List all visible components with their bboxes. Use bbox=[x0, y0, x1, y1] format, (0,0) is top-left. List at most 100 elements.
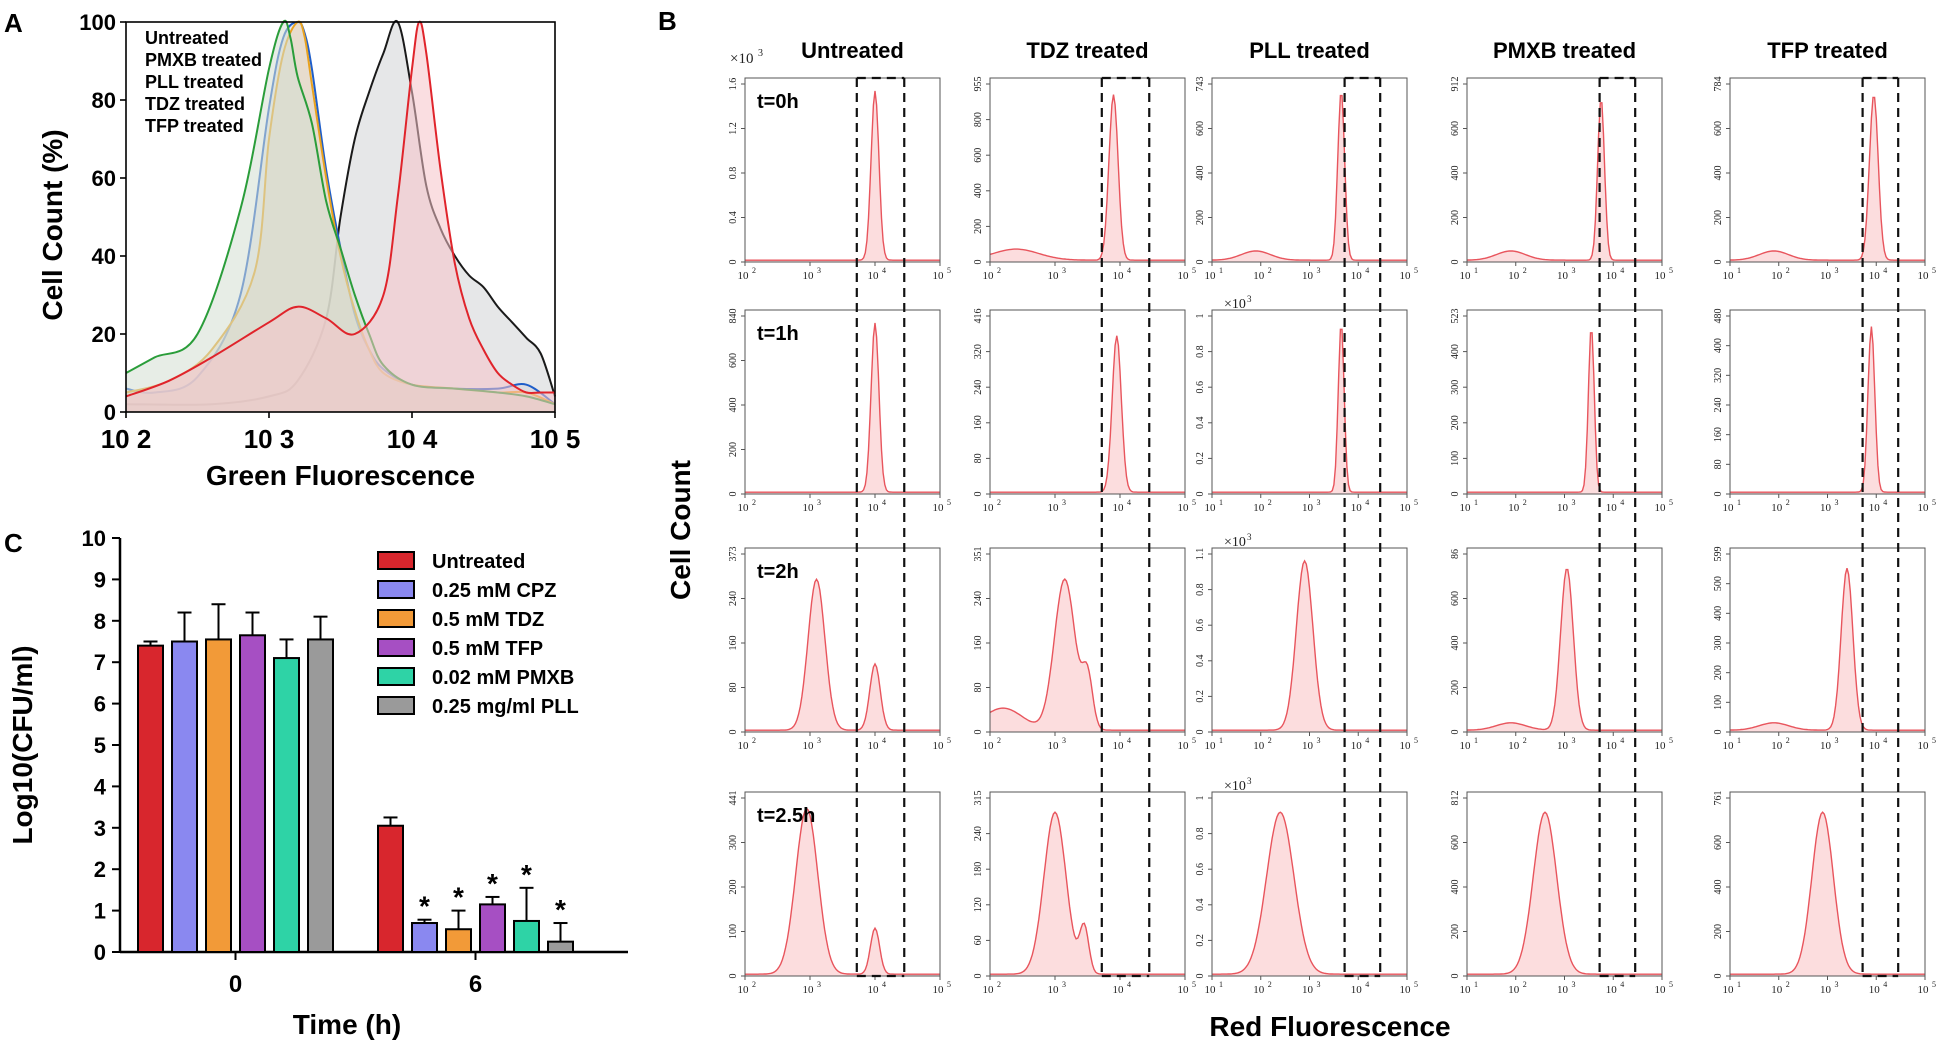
y-tick-label-b: 0.4 bbox=[1195, 899, 1206, 912]
y-tick-label-b: 441 bbox=[728, 791, 739, 806]
x-tick-exp-b: 2 bbox=[1523, 980, 1527, 989]
x-tick-label-b: 10 bbox=[868, 270, 880, 282]
histogram-line-b bbox=[745, 322, 940, 493]
y-tick-label-b: 0 bbox=[1195, 260, 1206, 265]
x-tick-label-a: 10 5 bbox=[530, 424, 581, 454]
scale-label-b: ×10 bbox=[1224, 297, 1246, 312]
x-tick-label-b: 10 bbox=[868, 984, 880, 996]
plot-frame-b bbox=[1729, 547, 1926, 733]
x-tick-label-b: 10 bbox=[933, 502, 945, 514]
x-tick-exp-b: 5 bbox=[1932, 266, 1936, 275]
x-tick-exp-b: 2 bbox=[997, 266, 1001, 275]
x-tick-exp-b: 3 bbox=[1062, 736, 1066, 745]
x-tick-exp-b: 2 bbox=[1523, 736, 1527, 745]
x-tick-label-b: 10 bbox=[1400, 984, 1412, 996]
x-tick-exp-b: 2 bbox=[1268, 736, 1272, 745]
legend-swatch-c bbox=[377, 638, 415, 657]
plot-frame-b bbox=[1211, 791, 1408, 977]
x-axis-title-b: Red Fluorescence bbox=[1209, 1011, 1450, 1042]
x-tick-exp-b: 3 bbox=[817, 736, 821, 745]
y-tick-label-b: 0 bbox=[728, 974, 739, 979]
y-axis-title-b: Cell Count bbox=[665, 460, 696, 600]
x-tick-exp-b: 3 bbox=[1317, 266, 1321, 275]
y-axis-title-a: Cell Count (%) bbox=[37, 129, 68, 320]
histogram-fill-b bbox=[1730, 326, 1925, 494]
y-tick-label-c: 6 bbox=[94, 692, 106, 717]
significance-star-c: * bbox=[419, 891, 430, 922]
x-tick-label-b: 10 bbox=[1178, 984, 1190, 996]
x-tick-exp-b: 3 bbox=[1572, 266, 1576, 275]
y-tick-label-b: 400 bbox=[1450, 880, 1461, 895]
x-tick-label-b: 10 bbox=[1460, 502, 1472, 514]
x-tick-exp-b: 5 bbox=[1669, 736, 1673, 745]
y-tick-label-b: 600 bbox=[1450, 835, 1461, 850]
x-tick-exp-b: 4 bbox=[882, 736, 886, 745]
timepoint-label-b: t=2h bbox=[757, 561, 799, 583]
legend-swatch-c bbox=[377, 696, 415, 715]
legend-label-c: 0.02 mM PMXB bbox=[432, 667, 574, 689]
x-tick-label-b: 10 bbox=[1400, 740, 1412, 752]
histogram-fill-b bbox=[745, 322, 940, 494]
x-tick-exp-b: 3 bbox=[1317, 980, 1321, 989]
x-tick-label-b: 10 bbox=[1048, 984, 1060, 996]
histogram-fill-b bbox=[1212, 560, 1407, 732]
x-tick-label-b: 10 bbox=[1869, 502, 1881, 514]
histogram-line-b bbox=[1730, 811, 1925, 975]
x-tick-exp-b: 1 bbox=[1737, 736, 1741, 745]
y-tick-label-b: 200 bbox=[1713, 665, 1724, 680]
x-tick-label-b: 10 bbox=[983, 502, 995, 514]
plot-frame-b bbox=[1729, 77, 1926, 263]
y-tick-label-a: 100 bbox=[79, 10, 116, 35]
x-tick-label-b: 10 bbox=[738, 984, 750, 996]
bar-c bbox=[513, 919, 540, 954]
x-tick-label-c: 6 bbox=[469, 971, 482, 998]
x-tick-label-a: 10 3 bbox=[244, 424, 295, 454]
y-tick-label-b: 400 bbox=[1450, 344, 1461, 359]
x-tick-exp-b: 4 bbox=[1883, 266, 1887, 275]
column-title-b: TFP treated bbox=[1767, 38, 1888, 63]
x-tick-label-b: 10 bbox=[933, 984, 945, 996]
x-tick-label-b: 10 bbox=[1820, 740, 1832, 752]
x-tick-label-b: 10 bbox=[1508, 502, 1520, 514]
y-tick-label-b: 373 bbox=[728, 547, 739, 562]
x-tick-exp-b: 5 bbox=[947, 736, 951, 745]
plot-frame-b bbox=[989, 547, 1186, 733]
x-tick-label-b: 10 bbox=[1557, 502, 1569, 514]
y-tick-label-c: 10 bbox=[82, 526, 106, 551]
histogram-line-b bbox=[1466, 568, 1662, 731]
x-tick-exp-b: 3 bbox=[1835, 980, 1839, 989]
y-tick-label-b: 812 bbox=[1450, 791, 1461, 806]
x-tick-exp-b: 2 bbox=[1786, 498, 1790, 507]
y-tick-label-b: 0.6 bbox=[1195, 863, 1206, 876]
column-title-b: PMXB treated bbox=[1493, 38, 1636, 63]
y-tick-label-b: 600 bbox=[973, 148, 984, 163]
x-tick-exp-b: 4 bbox=[1365, 980, 1369, 989]
legend-swatch-c bbox=[377, 667, 415, 686]
y-tick-label-a: 20 bbox=[92, 322, 116, 347]
y-tick-label-b: 840 bbox=[728, 309, 739, 324]
y-tick-label-b: 200 bbox=[728, 880, 739, 895]
y-tick-label-b: 315 bbox=[973, 791, 984, 806]
x-tick-exp-b: 1 bbox=[1474, 736, 1478, 745]
x-tick-label-b: 10 bbox=[1771, 740, 1783, 752]
x-tick-label-b: 10 bbox=[1351, 270, 1363, 282]
legend-label-c: 0.25 mM CPZ bbox=[432, 580, 556, 602]
y-tick-label-c: 2 bbox=[94, 857, 106, 882]
x-tick-exp-b: 2 bbox=[1268, 498, 1272, 507]
y-tick-label-b: 240 bbox=[973, 826, 984, 841]
y-tick-label-b: 180 bbox=[973, 862, 984, 877]
x-tick-label-b: 10 bbox=[1048, 502, 1060, 514]
x-tick-exp-b: 3 bbox=[1572, 736, 1576, 745]
histogram-line-b bbox=[990, 335, 1185, 493]
x-tick-label-b: 10 bbox=[1918, 740, 1930, 752]
x-tick-label-b: 10 bbox=[1655, 502, 1667, 514]
x-tick-label-b: 10 bbox=[1113, 984, 1125, 996]
x-tick-exp-b: 2 bbox=[1786, 980, 1790, 989]
x-tick-label-b: 10 bbox=[1205, 502, 1217, 514]
x-tick-exp-b: 2 bbox=[1268, 266, 1272, 275]
x-tick-label-b: 10 bbox=[803, 740, 815, 752]
x-tick-label-b: 10 bbox=[1723, 502, 1735, 514]
y-tick-label-b: 400 bbox=[973, 183, 984, 198]
y-tick-label-b: 523 bbox=[1450, 309, 1461, 324]
x-tick-label-b: 10 bbox=[1113, 502, 1125, 514]
